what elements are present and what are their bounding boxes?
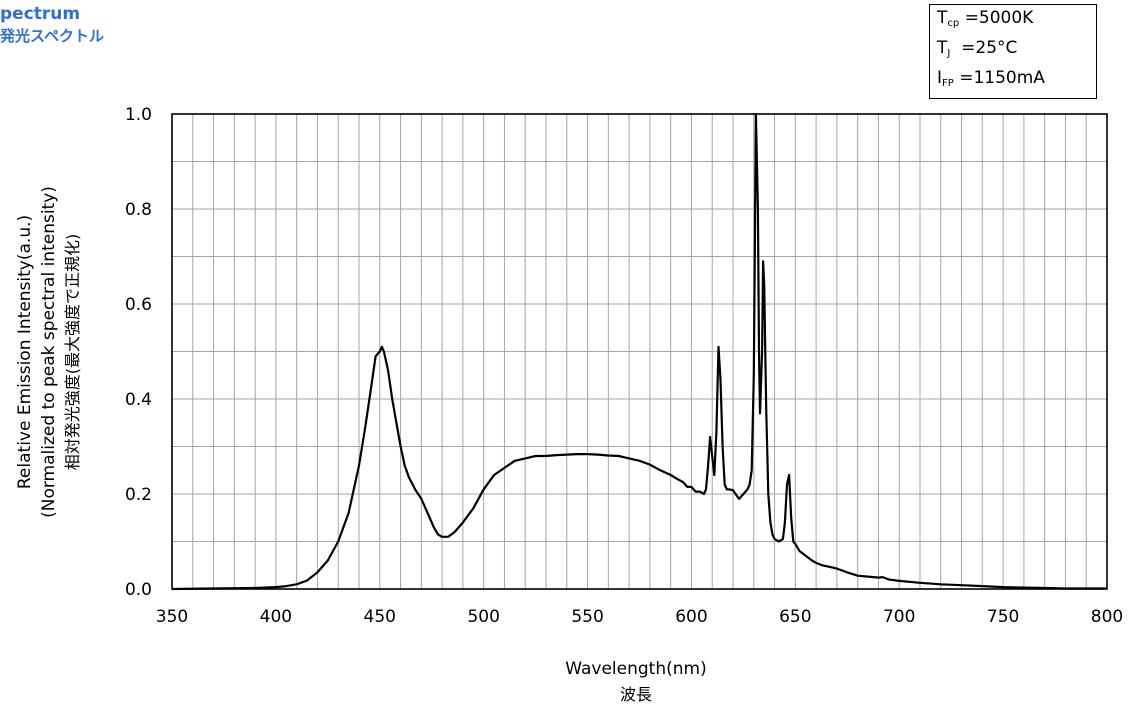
tick-labels: 350 400 450 500 550 600 650 700 750 800 0.0 0.2 0.4 0… [125, 105, 1123, 627]
condition-value: =1150mA [959, 68, 1045, 88]
conditions-box: Tcp =5000K TJ =25°C IFP =1150mA [929, 4, 1097, 99]
condition-value: =25°C [961, 38, 1018, 58]
condition-symbol: I [937, 68, 943, 88]
x-tick-label: 450 [364, 607, 396, 627]
condition-symbol: T [937, 38, 948, 58]
x-tick-label: 750 [987, 607, 1019, 627]
condition-subscript: cp [947, 18, 960, 29]
condition-symbol: T [937, 8, 948, 28]
plot-frame [171, 113, 1108, 590]
grid [172, 114, 1107, 589]
condition-forward-current: IFP =1150mA [937, 68, 1045, 89]
x-tick-label: 500 [467, 607, 499, 627]
x-axis-label: Wavelength(nm) [565, 659, 706, 679]
x-axis-label-jp: 波長 [620, 685, 652, 704]
header-subtitle: 発光スペクトル [0, 27, 104, 45]
condition-color-temperature: Tcp =5000K [937, 8, 1033, 29]
x-tick-label: 600 [675, 607, 707, 627]
condition-subscript: J [947, 48, 951, 59]
x-tick-label: 650 [779, 607, 811, 627]
x-tick-label: 550 [571, 607, 603, 627]
y-axis-label-normalized: (Normalized to peak spectral intensity) [39, 186, 59, 518]
y-tick-label: 1.0 [125, 105, 152, 125]
y-tick-label: 0.0 [125, 580, 152, 600]
condition-subscript: FP [942, 78, 954, 89]
condition-value: =5000K [964, 8, 1034, 28]
y-tick-label: 0.6 [125, 295, 152, 315]
x-tick-label: 350 [156, 607, 188, 627]
y-tick-label: 0.2 [125, 485, 152, 505]
header-title: pectrum [0, 4, 81, 24]
y-tick-label: 0.8 [125, 200, 152, 220]
spectrum-line [171, 112, 1107, 591]
x-tick-label: 700 [883, 607, 915, 627]
y-tick-label: 0.4 [125, 390, 152, 410]
y-axis-label: Relative Emission Intensity(a.u.) [15, 215, 35, 489]
x-tick-label: 800 [1091, 607, 1123, 627]
x-tick-label: 400 [260, 607, 292, 627]
y-axis-label-jp: 相対発光強度(最大強度で正規化) [63, 234, 82, 471]
condition-junction-temperature: TJ =25°C [937, 38, 1017, 59]
